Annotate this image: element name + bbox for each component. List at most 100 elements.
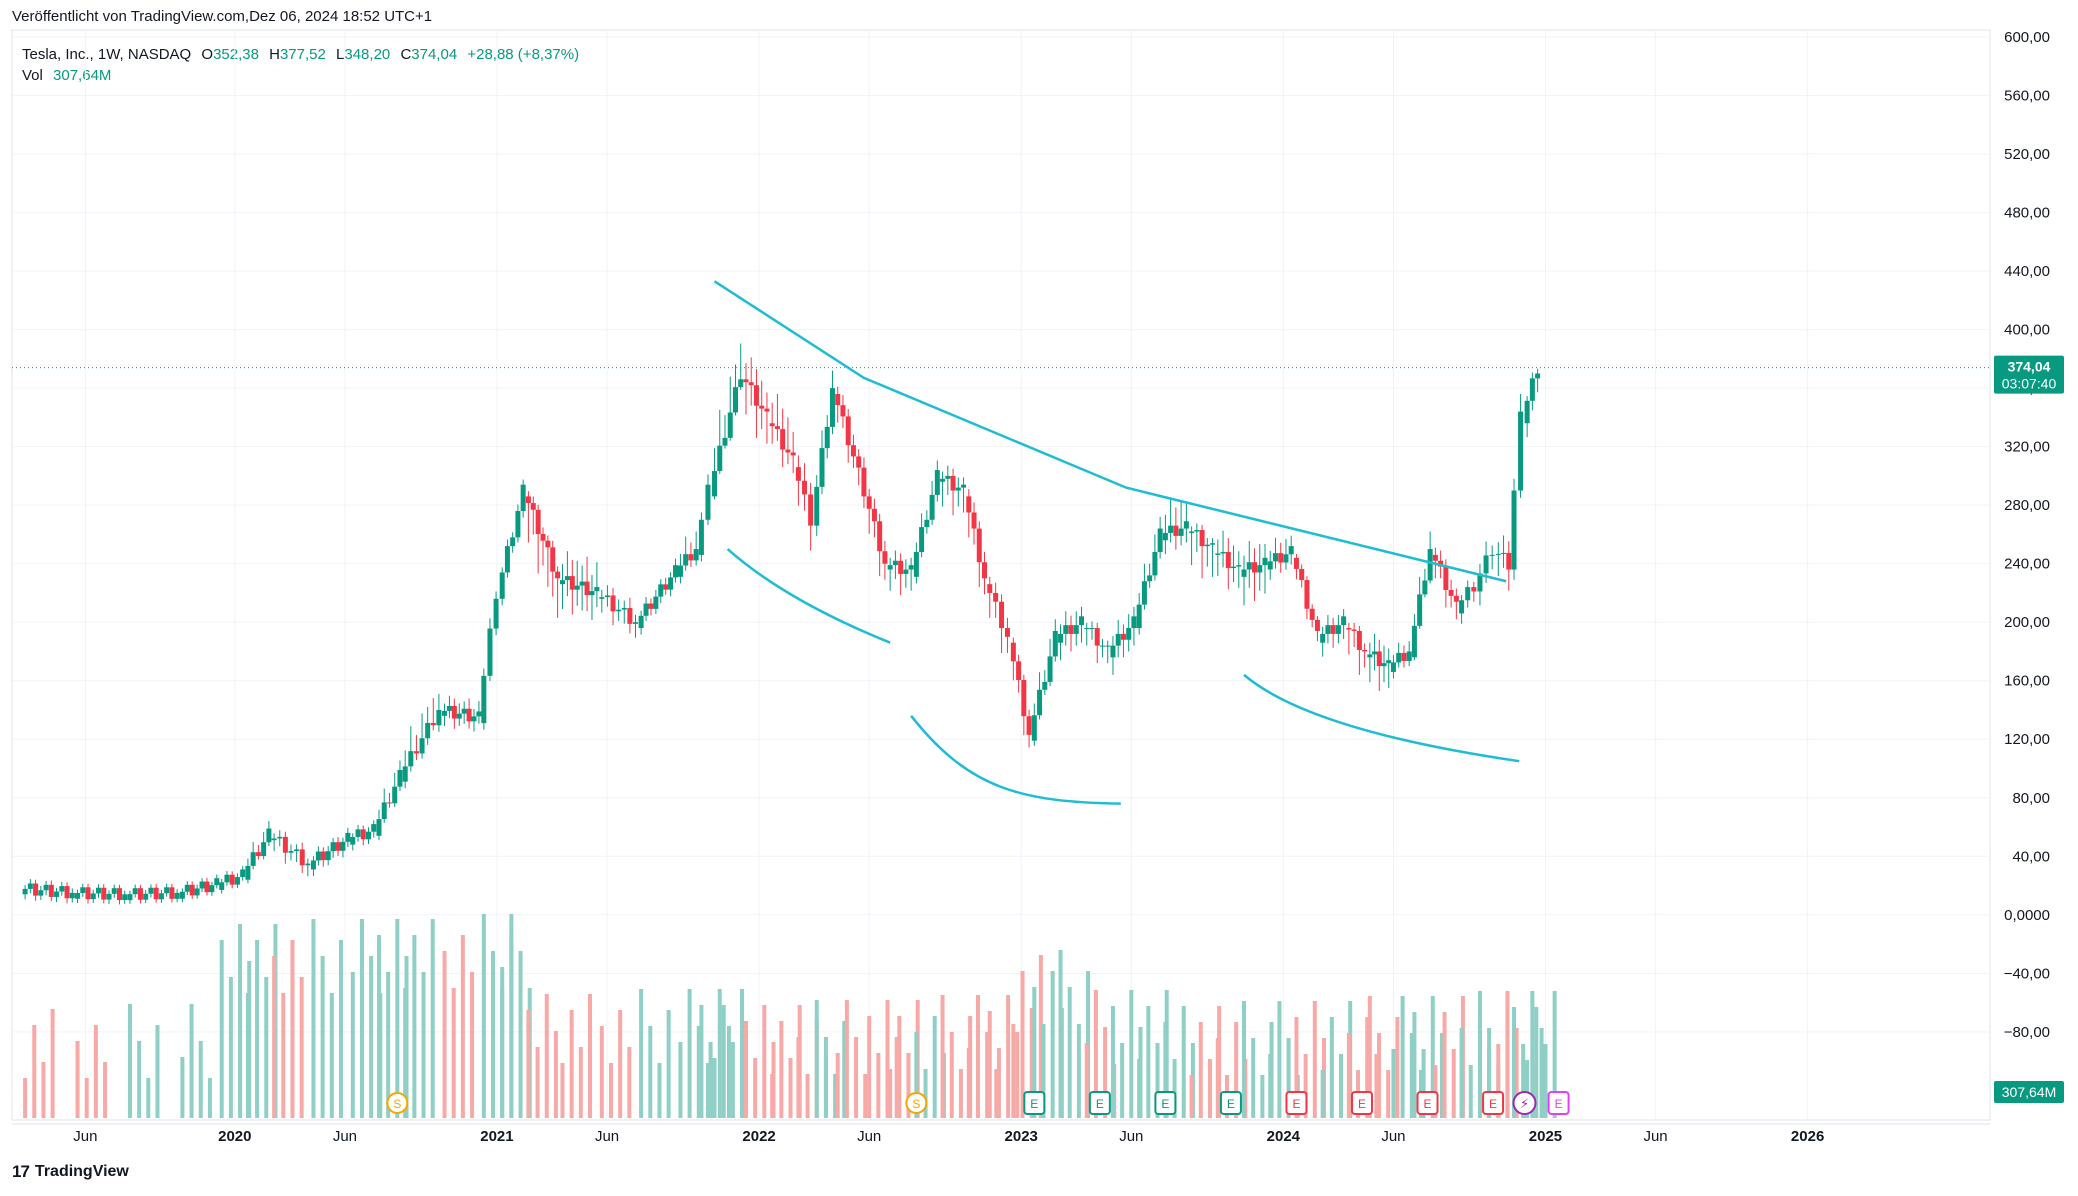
candle-body [785, 449, 791, 453]
candle-body [648, 603, 654, 609]
volume-bar [578, 1047, 583, 1118]
candle-body [1483, 555, 1489, 574]
volume-bar [1439, 1033, 1444, 1118]
volume-bar [1172, 1059, 1177, 1118]
candle-body [555, 571, 561, 579]
candle-body [683, 554, 689, 566]
volume-bar [1512, 1007, 1517, 1118]
candle-body [1126, 628, 1132, 640]
volume-bar [1320, 1070, 1325, 1118]
earnings-marker-icon [1285, 1091, 1308, 1115]
candle-body [499, 572, 505, 599]
volume-bar [1260, 1075, 1265, 1118]
y-tick-label: 240,00 [2004, 556, 2050, 573]
candle-body [245, 865, 251, 880]
candle-body [732, 387, 738, 413]
volume-bar [914, 1032, 919, 1118]
x-tick-label: Jun [333, 1128, 357, 1145]
volume-bar [996, 1048, 1001, 1118]
volume-bar [264, 977, 269, 1118]
candle-body [688, 554, 694, 561]
volume-bar [1058, 950, 1063, 1118]
candle-body [350, 836, 356, 845]
candle-body [1084, 628, 1090, 630]
candle-body [116, 888, 122, 901]
candle-body [64, 886, 70, 899]
volume-bar [814, 1000, 819, 1118]
volume-bar [207, 1078, 212, 1118]
tradingview-brand: TradingView [34, 1163, 129, 1180]
candle-body [1016, 661, 1022, 680]
y-tick-label: 80,00 [2012, 790, 2050, 807]
candle-body [471, 716, 477, 722]
candle-body [204, 881, 210, 893]
volume-bar [1015, 1032, 1020, 1118]
volume-bar [1020, 971, 1025, 1118]
y-tick-label: 520,00 [2004, 146, 2050, 163]
candle-body [1459, 600, 1465, 614]
candle-body [189, 884, 195, 896]
earnings-marker-icon [1547, 1091, 1570, 1115]
candle-body [814, 486, 820, 526]
candle-body [330, 842, 336, 852]
candle-body [599, 597, 605, 599]
volume-bar [949, 1032, 954, 1118]
candle-body [1325, 625, 1331, 634]
volume-bar [888, 1069, 893, 1118]
high-value: 377,52 [279, 46, 326, 63]
volume-bar [666, 1010, 671, 1118]
volume-bar [75, 1041, 80, 1118]
candle-body [908, 565, 914, 570]
volume-bar [421, 972, 426, 1118]
volume-bar [894, 1037, 899, 1118]
candle-body [299, 849, 305, 866]
volume-bar [648, 1026, 653, 1118]
volume-bar [32, 1025, 37, 1118]
volume-bar [311, 919, 316, 1118]
volume-bar [805, 1074, 810, 1118]
candle-body [461, 708, 467, 714]
volume-bar [627, 1047, 632, 1118]
open-label: O [201, 46, 214, 63]
candle-body [282, 836, 288, 853]
volume-bar [1521, 1044, 1526, 1118]
volume-bar [1539, 1028, 1544, 1118]
candle-body [510, 537, 516, 547]
candle-body [677, 565, 683, 577]
candle-body [229, 874, 235, 885]
candle-body [392, 786, 398, 804]
candle-body [451, 705, 457, 719]
candle-body [271, 838, 277, 841]
volume-bar [1534, 1007, 1539, 1118]
candle-body [861, 467, 867, 497]
volume-bar [618, 1010, 623, 1118]
candle-body [1131, 616, 1137, 629]
candle-body [1010, 642, 1016, 662]
volume-bar [1400, 996, 1405, 1118]
candle-body [493, 598, 499, 629]
candle-body [1362, 649, 1368, 652]
candle-body [663, 584, 669, 590]
candle-body [1335, 625, 1341, 634]
candle-body [184, 884, 190, 892]
candle-body [446, 705, 452, 711]
candle-body [209, 885, 215, 893]
candle-body [1110, 645, 1116, 658]
earnings-marker-letter: E [1489, 1097, 1497, 1111]
volume-bar [958, 1069, 963, 1118]
candle-body [993, 592, 999, 602]
candle-body [743, 379, 749, 383]
earnings-marker-icon [1416, 1091, 1439, 1115]
volume-bar [753, 1058, 758, 1118]
tradingview-logo-icon: 17 [12, 1162, 30, 1181]
candle-body [759, 405, 765, 409]
candle-body [1471, 587, 1477, 592]
high-label: H [269, 46, 280, 63]
candle-body [1178, 528, 1184, 536]
candle-body [1346, 628, 1352, 630]
candle-body [1518, 411, 1524, 491]
volume-bar [788, 1058, 793, 1118]
candle-body [769, 423, 775, 427]
x-tick-label: Jun [73, 1128, 97, 1145]
